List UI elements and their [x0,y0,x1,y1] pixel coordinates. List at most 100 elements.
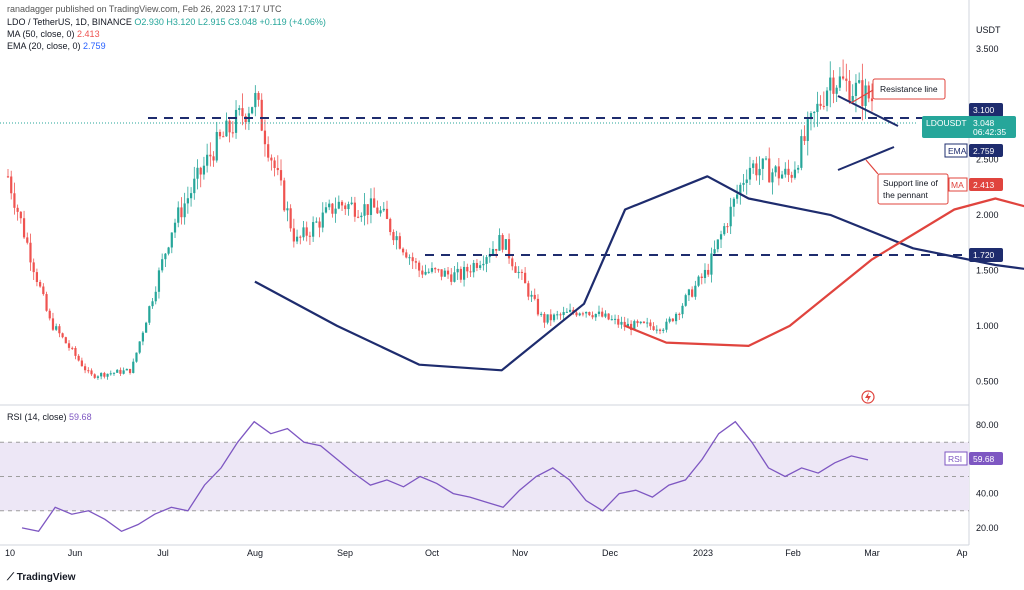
candle-body [540,313,543,315]
candle-body [295,236,299,242]
candle-body [568,309,572,312]
candle-body [135,352,138,362]
candle-body [549,314,552,321]
candle-body [302,227,305,238]
candle-body [440,269,443,277]
candle-body [170,232,173,248]
candle-body [421,270,424,275]
candle-body [504,239,507,250]
candle-body [55,326,58,330]
candle-body [822,105,825,107]
candle-body [267,144,270,158]
candle-body [466,266,469,272]
candle-body [848,80,851,102]
candle-body [646,322,649,324]
candle-body [366,204,369,215]
candle-body [655,329,658,331]
candle-body [575,312,578,316]
ma-label: MA (50, close, 0) [7,29,75,39]
candle-body [861,80,864,106]
lightning-icon[interactable] [861,390,875,404]
candle-body [732,198,735,207]
time-tick-label: 2023 [693,548,713,558]
candle-body [742,182,745,185]
candle-body [308,235,312,237]
ema-value: 2.759 [83,41,106,51]
candle-body [128,368,132,373]
candle-body [713,249,716,254]
ma-value: 2.413 [77,29,100,39]
candle-body [173,222,177,233]
svg-text:2.413: 2.413 [973,180,995,190]
candle-body [565,311,568,313]
publisher-line: ranadagger published on TradingView.com,… [7,4,282,14]
candle-body [841,76,845,79]
candle-body [536,298,540,315]
candle-body [199,167,202,175]
support-callout-text-1: Support line of [883,178,938,188]
candle-body [148,306,151,323]
candle-body [254,92,257,108]
candle-body [649,322,652,327]
candle-body [141,332,144,342]
price-tag-ma: MA 2.413 [948,177,1003,192]
candle-body [251,107,254,114]
candle-body [347,204,350,210]
time-tick-label: Feb [785,548,801,558]
candle-body [382,208,385,211]
candle-body [112,372,116,374]
candle-body [93,374,96,378]
watermark-text: TradingView [16,572,76,583]
candle-body [241,108,244,117]
ohlc-values: O2.930 H3.120 L2.915 C3.048 +0.119 (+4.0… [134,17,326,27]
candle-body [501,235,504,250]
candle-body [671,318,674,322]
candle-body [674,313,678,322]
candle-body [594,313,597,318]
candle-body [22,218,26,238]
rsi-tick-label: 80.00 [976,420,999,430]
pennant-resistance-line [837,95,899,127]
svg-text:RSI: RSI [948,454,962,464]
candle-body [234,109,238,133]
svg-text:LDOUSDT: LDOUSDT [926,118,967,128]
candle-body [658,329,662,331]
candle-body [209,154,212,157]
candle-body [96,376,100,378]
candle-body [16,207,19,212]
candle-body [80,360,83,367]
resistance-callout: Resistance line [850,78,946,104]
candle-body [434,268,437,270]
symbol-title: LDO / TetherUS, 1D, BINANCE [7,17,132,27]
candle-body [145,322,148,333]
candle-body [607,313,610,320]
candle-body [761,158,764,169]
candle-body [642,321,646,323]
candle-body [273,160,276,168]
candle-body [6,176,10,178]
candle-body [491,248,495,255]
candle-body [64,337,67,344]
candle-body [263,130,267,145]
time-tick-label: 10 [5,548,15,558]
candle-body [177,207,180,223]
time-tick-label: Jul [157,548,169,558]
candles [6,59,874,380]
candle-body [800,136,803,168]
candle-body [639,321,642,324]
candle-body [90,370,93,375]
candle-body [360,215,363,218]
candle-body [662,329,665,331]
candle-body [745,179,748,183]
candle-body [527,283,530,297]
candle-body [784,168,787,175]
candle-body [132,361,135,373]
time-tick-label: Mar [864,548,880,558]
time-axis: 10 Jun Jul Aug Sep Oct Nov Dec 2023 Feb Mar Ap [5,548,968,558]
candle-body [665,321,668,330]
candle-body [626,323,629,327]
candle-body [755,163,758,176]
candle-body [617,318,620,325]
